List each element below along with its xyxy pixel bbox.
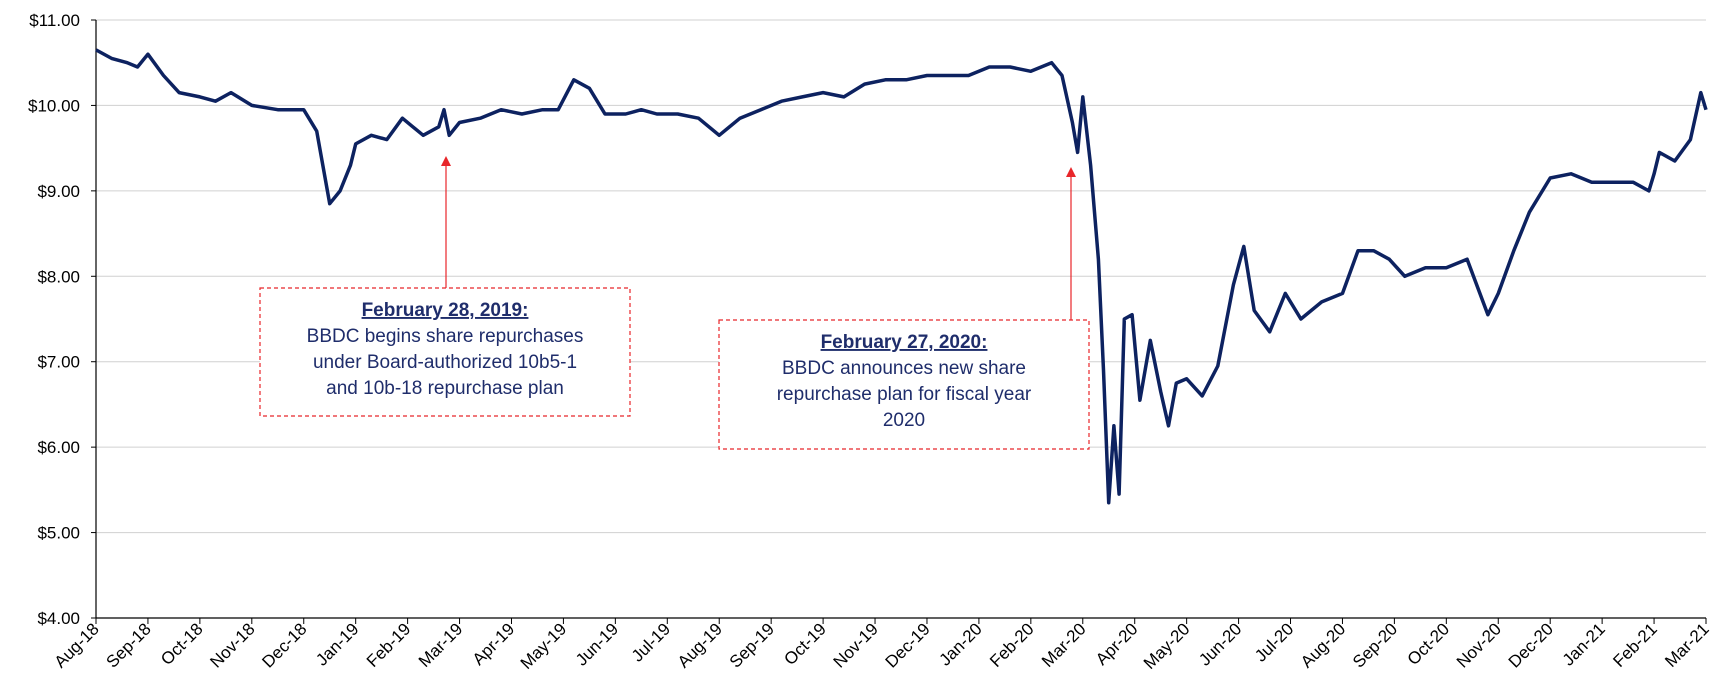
x-tick-label: Jun-19 [572, 619, 622, 669]
annotation: February 27, 2020: BBDC announces new sha… [718, 167, 1090, 450]
x-tick-label: Jun-20 [1195, 619, 1245, 669]
annotation-text: and 10b-18 repurchase plan [326, 378, 564, 399]
annotation-title: February 28, 2019: [362, 300, 529, 321]
x-tick-label: May-20 [1140, 619, 1194, 673]
annotation-arrowhead [1066, 167, 1076, 177]
x-tick-label: Feb-20 [986, 619, 1038, 671]
x-tick-label: Dec-20 [1505, 619, 1557, 671]
x-tick-label: Aug-20 [1297, 619, 1349, 671]
y-tick-label: $8.00 [37, 267, 80, 286]
x-tick-label: Nov-18 [206, 619, 258, 671]
y-tick-label: $6.00 [37, 438, 80, 457]
annotation-box [718, 319, 1090, 450]
annotation-arrowhead [441, 156, 451, 166]
x-tick-label: Oct-18 [157, 619, 207, 669]
y-tick-label: $10.00 [28, 96, 80, 115]
x-tick-label: Mar-19 [415, 619, 467, 671]
x-tick-label: Jan-19 [312, 619, 362, 669]
x-tick-label: Feb-19 [363, 619, 415, 671]
x-tick-label: Apr-20 [1092, 619, 1142, 669]
x-tick-label: Dec-18 [258, 619, 310, 671]
y-tick-label: $11.00 [29, 11, 80, 30]
x-tick-label: Feb-21 [1609, 619, 1661, 671]
y-tick-label: $5.00 [37, 524, 80, 543]
annotation-text: repurchase plan for fiscal year [777, 384, 1032, 405]
x-tick-label: Sep-19 [726, 619, 778, 671]
x-tick-label: Jan-20 [936, 619, 986, 669]
x-tick-label: Sep-18 [103, 619, 155, 671]
x-tick-label: Jan-21 [1559, 619, 1609, 669]
x-tick-label: Oct-20 [1404, 619, 1454, 669]
x-tick-label: Apr-19 [469, 619, 519, 669]
x-tick-label: Dec-19 [882, 619, 934, 671]
y-tick-label: $7.00 [37, 353, 80, 372]
annotation-text: under Board-authorized 10b5-1 [313, 352, 577, 373]
x-tick-label: Aug-19 [674, 619, 726, 671]
annotation-text: BBDC begins share repurchases [307, 326, 584, 347]
annotation: February 28, 2019: BBDC begins share repu… [259, 156, 631, 417]
x-tick-label: Jul-19 [628, 619, 674, 665]
y-tick-label: $4.00 [37, 609, 80, 628]
y-tick-label: $9.00 [37, 182, 80, 201]
x-tick-label: Oct-19 [780, 619, 830, 669]
x-tick-label: Jul-20 [1251, 619, 1297, 665]
x-tick-label: Mar-21 [1661, 619, 1713, 671]
annotation-box [259, 287, 631, 417]
annotation-text: BBDC announces new share [782, 358, 1026, 379]
x-tick-label: Mar-20 [1038, 619, 1090, 671]
x-tick-label: Sep-20 [1349, 619, 1401, 671]
annotation-text: 2020 [883, 410, 925, 431]
annotation-title: February 27, 2020: [821, 332, 988, 353]
x-tick-label: Nov-20 [1453, 619, 1505, 671]
x-tick-label: Nov-19 [830, 619, 882, 671]
x-tick-label: May-19 [517, 619, 571, 673]
price-line [95, 48, 1708, 505]
